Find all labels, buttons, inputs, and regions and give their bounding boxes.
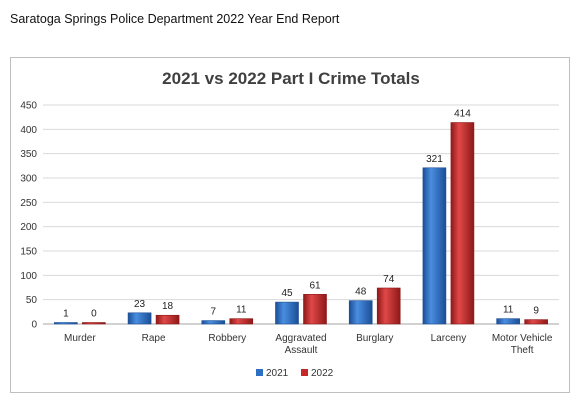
data-labels: 1 0 23 18 7 11 45 61 48 74 321 414 11 9	[63, 109, 539, 320]
data-label: 9	[533, 306, 539, 317]
data-label: 414	[454, 109, 471, 120]
y-tick-label: 200	[20, 222, 37, 233]
data-label: 11	[503, 305, 514, 316]
legend-swatch-2022	[301, 369, 308, 376]
data-label: 23	[134, 299, 146, 310]
category-label: Murder	[64, 333, 96, 344]
category-label: Theft	[511, 345, 534, 356]
bar-2021-3	[275, 301, 299, 325]
data-label: 321	[426, 154, 443, 165]
bar-2022-6	[524, 319, 548, 325]
chart-title: 2021 vs 2022 Part I Crime Totals	[162, 69, 420, 88]
category-label: Aggravated	[275, 333, 326, 344]
bar-2022-3	[303, 294, 327, 325]
bar-2021-2	[201, 320, 226, 325]
data-label: 48	[355, 287, 367, 298]
y-tick-label: 100	[20, 271, 37, 282]
bars	[54, 122, 548, 325]
y-tick-label: 450	[20, 101, 37, 112]
legend-label: 2021	[266, 368, 289, 379]
category-label: Burglary	[356, 333, 393, 344]
data-label: 11	[236, 305, 247, 316]
y-tick-label: 300	[20, 174, 37, 185]
y-axis: 0 50 100 150 200 250 300 350 400 450	[20, 101, 37, 331]
y-tick-label: 250	[20, 198, 37, 209]
y-tick-label: 400	[20, 125, 37, 136]
data-label: 45	[281, 288, 293, 299]
legend: 2021 2022	[256, 368, 334, 379]
category-label: Motor Vehicle	[492, 333, 553, 344]
chart-frame: 2021 vs 2022 Part I Crime Totals 0 50 100 1…	[10, 57, 570, 393]
data-label: 61	[309, 280, 321, 291]
legend-label: 2022	[311, 368, 334, 379]
bar-2022-1	[155, 314, 180, 325]
y-tick-label: 50	[26, 295, 38, 306]
bar-chart: 2021 vs 2022 Part I Crime Totals 0 50 100 1…	[20, 69, 559, 379]
category-label: Assault	[285, 345, 318, 356]
data-label: 1	[63, 309, 69, 320]
category-label: Larceny	[431, 333, 467, 344]
data-label: 74	[383, 274, 395, 285]
category-label: Rape	[142, 333, 166, 344]
bar-2022-5	[450, 122, 475, 325]
bar-2021-4	[348, 300, 373, 325]
y-tick-label: 0	[31, 320, 37, 331]
bar-2022-2	[229, 318, 254, 325]
data-label: 0	[91, 309, 97, 320]
page-header: Saratoga Springs Police Department 2022 …	[10, 12, 340, 26]
bar-2021-0	[54, 322, 78, 325]
bar-2022-0	[82, 322, 106, 325]
bar-2022-4	[376, 287, 401, 325]
category-label: Robbery	[208, 333, 246, 344]
bar-2021-1	[127, 312, 152, 325]
bar-2021-6	[496, 318, 520, 325]
legend-swatch-2021	[256, 369, 263, 376]
y-tick-label: 150	[20, 247, 37, 258]
gridlines	[43, 104, 559, 325]
data-label: 18	[162, 301, 174, 312]
data-label: 7	[211, 307, 217, 318]
y-tick-label: 350	[20, 149, 37, 160]
bar-2021-5	[422, 167, 447, 325]
